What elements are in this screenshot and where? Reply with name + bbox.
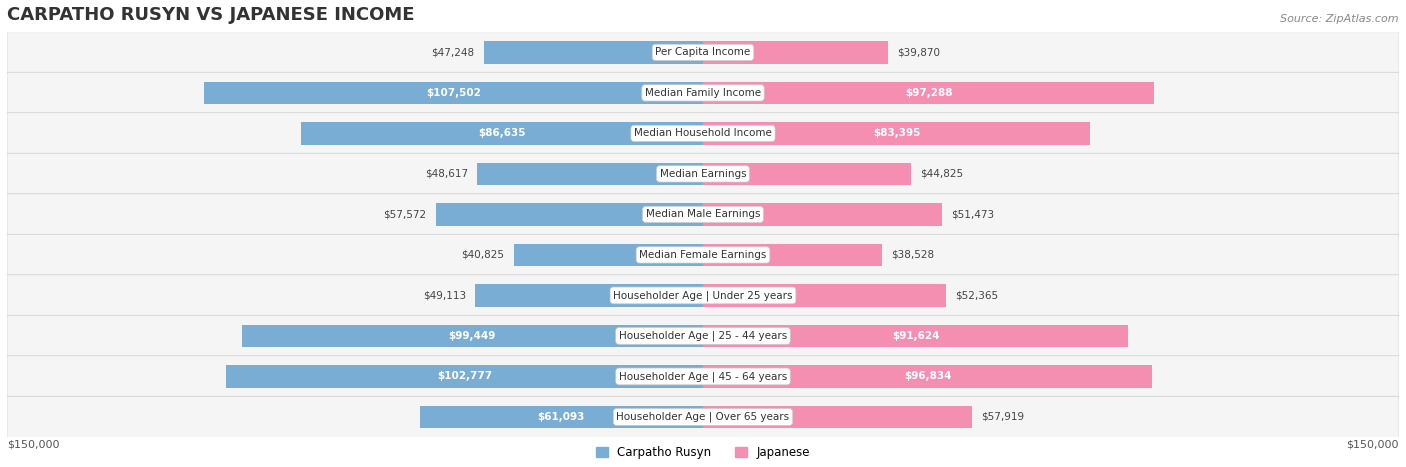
FancyBboxPatch shape — [7, 396, 1399, 438]
Bar — [226, 365, 703, 388]
Text: $97,288: $97,288 — [905, 88, 952, 98]
Text: Source: ZipAtlas.com: Source: ZipAtlas.com — [1281, 14, 1399, 24]
Bar — [478, 163, 703, 185]
FancyBboxPatch shape — [7, 194, 1399, 235]
Text: $47,248: $47,248 — [432, 47, 474, 57]
Text: $91,624: $91,624 — [891, 331, 939, 341]
Text: $49,113: $49,113 — [423, 290, 465, 300]
Text: CARPATHO RUSYN VS JAPANESE INCOME: CARPATHO RUSYN VS JAPANESE INCOME — [7, 6, 415, 24]
Text: $99,449: $99,449 — [449, 331, 496, 341]
Text: $96,834: $96,834 — [904, 371, 952, 382]
Text: Median Household Income: Median Household Income — [634, 128, 772, 138]
Legend: Carpatho Rusyn, Japanese: Carpatho Rusyn, Japanese — [592, 441, 814, 464]
Text: $51,473: $51,473 — [950, 209, 994, 219]
Text: $44,825: $44,825 — [921, 169, 963, 179]
Bar — [703, 365, 1153, 388]
Bar — [703, 406, 972, 428]
Bar — [703, 163, 911, 185]
Text: Householder Age | 25 - 44 years: Householder Age | 25 - 44 years — [619, 331, 787, 341]
Bar — [436, 203, 703, 226]
FancyBboxPatch shape — [7, 32, 1399, 73]
FancyBboxPatch shape — [7, 153, 1399, 195]
Text: $102,777: $102,777 — [437, 371, 492, 382]
Bar — [301, 122, 703, 145]
Text: Median Male Earnings: Median Male Earnings — [645, 209, 761, 219]
FancyBboxPatch shape — [7, 315, 1399, 357]
Text: Householder Age | Under 25 years: Householder Age | Under 25 years — [613, 290, 793, 301]
Bar — [703, 284, 946, 306]
FancyBboxPatch shape — [7, 356, 1399, 397]
Text: $83,395: $83,395 — [873, 128, 920, 138]
Text: $150,000: $150,000 — [1347, 439, 1399, 449]
Text: Householder Age | 45 - 64 years: Householder Age | 45 - 64 years — [619, 371, 787, 382]
FancyBboxPatch shape — [7, 72, 1399, 113]
Bar — [204, 82, 703, 104]
Text: $61,093: $61,093 — [537, 412, 585, 422]
Bar — [703, 244, 882, 266]
Text: $57,572: $57,572 — [384, 209, 426, 219]
Text: $48,617: $48,617 — [425, 169, 468, 179]
FancyBboxPatch shape — [7, 113, 1399, 154]
Text: Per Capita Income: Per Capita Income — [655, 47, 751, 57]
Text: $57,919: $57,919 — [981, 412, 1024, 422]
Text: Median Female Earnings: Median Female Earnings — [640, 250, 766, 260]
Bar — [513, 244, 703, 266]
Text: $86,635: $86,635 — [478, 128, 526, 138]
FancyBboxPatch shape — [7, 275, 1399, 316]
Text: Median Earnings: Median Earnings — [659, 169, 747, 179]
Bar — [703, 82, 1154, 104]
Bar — [703, 41, 889, 64]
Text: $52,365: $52,365 — [955, 290, 998, 300]
Bar — [703, 122, 1090, 145]
Bar — [703, 325, 1128, 347]
Bar — [419, 406, 703, 428]
Bar — [703, 203, 942, 226]
Text: $150,000: $150,000 — [7, 439, 59, 449]
Bar — [475, 284, 703, 306]
Text: $107,502: $107,502 — [426, 88, 481, 98]
Text: $40,825: $40,825 — [461, 250, 505, 260]
Text: Median Family Income: Median Family Income — [645, 88, 761, 98]
Text: $38,528: $38,528 — [891, 250, 934, 260]
Text: $39,870: $39,870 — [897, 47, 941, 57]
Bar — [484, 41, 703, 64]
FancyBboxPatch shape — [7, 234, 1399, 276]
Text: Householder Age | Over 65 years: Householder Age | Over 65 years — [616, 412, 790, 422]
Bar — [242, 325, 703, 347]
